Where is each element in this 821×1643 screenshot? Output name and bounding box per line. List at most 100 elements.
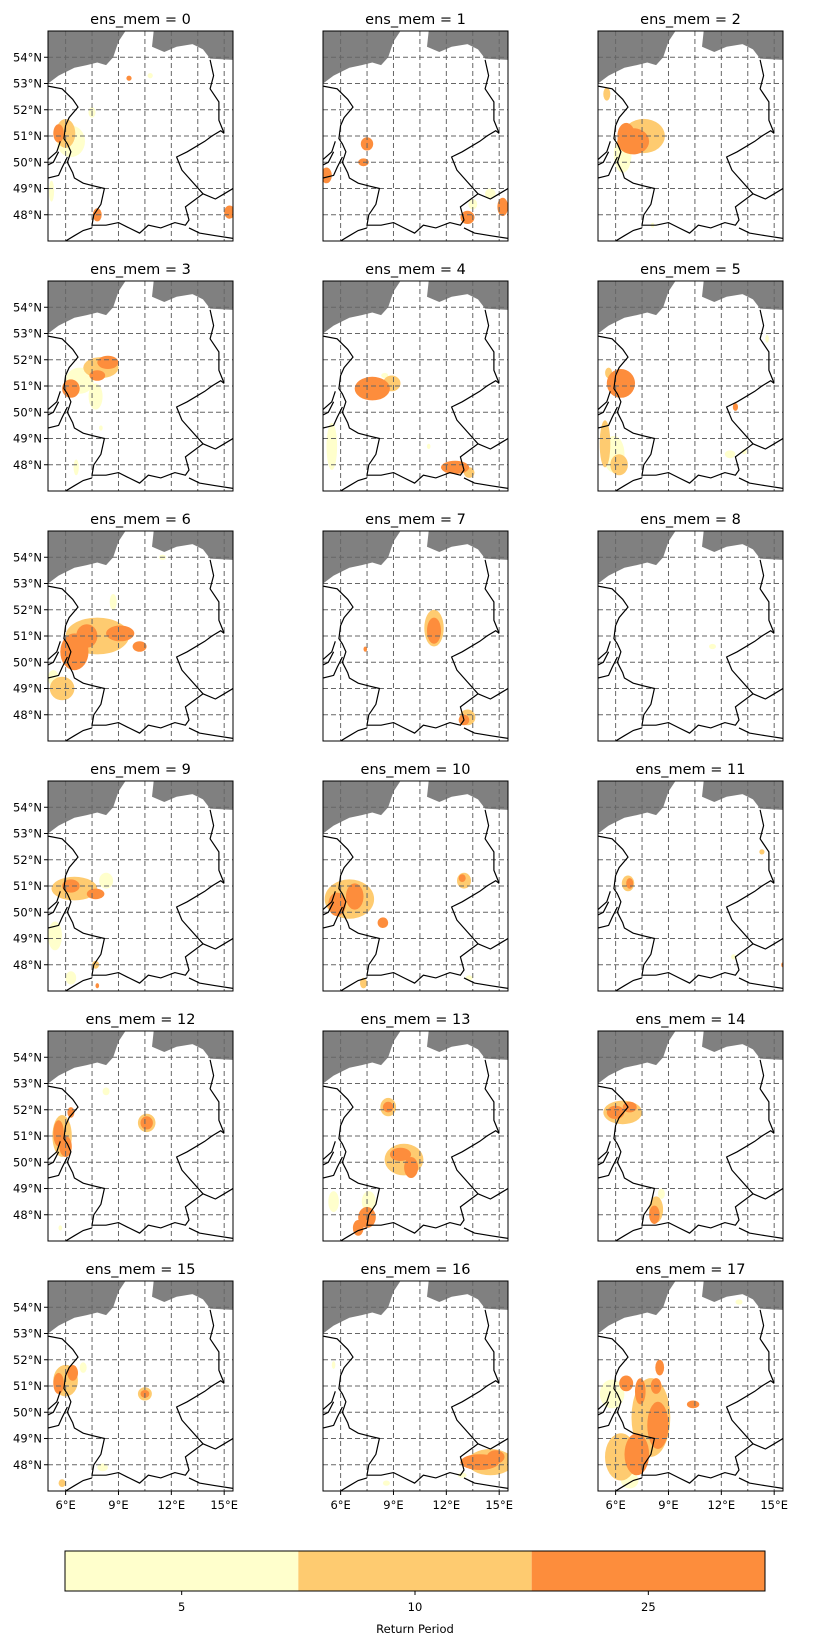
return-period-area — [354, 376, 390, 401]
lon-tick-label: 12°E — [433, 1498, 461, 1512]
country-border — [759, 59, 775, 134]
country-border — [65, 977, 93, 991]
return-period-area — [109, 594, 117, 610]
colorbar-tick-label: 25 — [641, 1600, 656, 1614]
country-border — [48, 1401, 60, 1416]
country-border — [188, 977, 233, 989]
ocean — [598, 1031, 783, 1084]
country-border — [323, 335, 500, 484]
lat-tick-label: 52°N — [13, 853, 42, 867]
country-border — [65, 1477, 93, 1491]
map-panel-5: ens_mem = 5 — [597, 262, 784, 492]
country-border — [477, 187, 508, 200]
panel-title: ens_mem = 13 — [361, 1012, 471, 1028]
colorbar-tick-label: 10 — [408, 1600, 423, 1614]
map-area — [598, 1031, 783, 1241]
lat-tick-label: 50°N — [13, 155, 42, 169]
ocean — [48, 281, 233, 334]
panel-frame — [597, 280, 784, 492]
return-period-area — [106, 625, 135, 642]
country-border — [752, 937, 783, 950]
lat-tick-label: 50°N — [13, 405, 42, 419]
return-period-area — [53, 1372, 64, 1394]
map-panel-6: ens_mem = 6 48°N 49°N 50°N 51°N 52°N 53°N 54°N — [13, 512, 234, 742]
ocean — [598, 781, 783, 834]
country-border — [484, 1059, 500, 1134]
lat-tick-label: 54°N — [13, 50, 42, 64]
country-border — [48, 156, 68, 179]
map-area — [598, 31, 783, 241]
country-border — [323, 651, 335, 666]
map-panel-14: ens_mem = 14 — [597, 1012, 784, 1242]
return-period-area — [363, 646, 368, 652]
country-border — [738, 977, 783, 989]
country-border — [188, 1227, 233, 1239]
map-area — [323, 781, 508, 991]
country-border — [48, 901, 60, 916]
lon-tick-label: 6°E — [55, 1498, 75, 1512]
country-border — [48, 891, 61, 911]
country-border — [323, 906, 343, 929]
country-border — [323, 1401, 335, 1416]
country-border — [598, 1141, 611, 1161]
return-period-area — [331, 1361, 336, 1369]
country-border — [615, 727, 643, 741]
return-period-area — [381, 372, 389, 379]
panel-title: ens_mem = 17 — [636, 1262, 746, 1278]
return-period-area — [97, 355, 119, 369]
return-period-area — [735, 1299, 743, 1305]
lat-tick-label: 49°N — [13, 432, 42, 446]
return-period-area — [79, 1362, 87, 1373]
country-border — [188, 477, 233, 489]
colorbar-label: Return Period — [376, 1622, 454, 1636]
return-period-area — [709, 643, 716, 650]
country-border — [738, 1227, 783, 1239]
country-border — [323, 641, 336, 661]
country-border — [598, 85, 775, 234]
lat-tick-label: 51°N — [13, 879, 42, 893]
panel-title: ens_mem = 8 — [640, 512, 741, 528]
map-area — [323, 1031, 508, 1241]
ocean — [323, 31, 508, 84]
map-panel-12: ens_mem = 12 48°N 49°N 50°N 51°N 52°N 53°N 54°N — [13, 1012, 234, 1242]
country-border — [48, 656, 68, 679]
panel-title: ens_mem = 12 — [86, 1012, 196, 1028]
return-period-area — [619, 1375, 634, 1392]
country-border — [340, 727, 368, 741]
country-border — [759, 309, 775, 384]
map-area — [323, 531, 508, 741]
return-period-area — [140, 1116, 153, 1130]
return-period-area — [89, 370, 106, 381]
panel-title: ens_mem = 3 — [90, 262, 191, 278]
map-panel-3: ens_mem = 3 48°N 49°N 50°N 51°N 52°N 53°N 54°N — [13, 262, 234, 492]
country-border — [598, 1335, 775, 1484]
country-border — [598, 151, 610, 166]
ocean — [598, 281, 783, 334]
lat-tick-label: 52°N — [13, 603, 42, 617]
return-period-area — [49, 676, 75, 701]
country-border — [477, 1437, 508, 1450]
colorbar-frame — [64, 1550, 766, 1592]
return-period-area — [377, 917, 389, 928]
country-border — [484, 309, 500, 384]
country-border — [48, 835, 225, 984]
ocean — [323, 531, 508, 584]
lat-tick-label: 49°N — [13, 1432, 42, 1446]
country-border — [752, 437, 783, 450]
lat-tick-label: 50°N — [13, 905, 42, 919]
country-border — [340, 1477, 368, 1491]
map-area — [598, 281, 783, 491]
lon-tick-label: 12°E — [708, 1498, 736, 1512]
country-border — [323, 1151, 335, 1166]
ocean — [323, 781, 508, 834]
map-panel-1: ens_mem = 1 — [322, 12, 509, 242]
lat-tick-label: 53°N — [13, 577, 42, 591]
country-border — [188, 727, 233, 739]
panel-frame — [322, 30, 509, 242]
country-border — [615, 977, 643, 991]
return-period-area — [599, 420, 611, 468]
country-border — [598, 1156, 618, 1179]
ocean — [323, 1281, 508, 1334]
lat-tick-label: 52°N — [13, 353, 42, 367]
lon-tick-label: 15°E — [210, 1498, 238, 1512]
